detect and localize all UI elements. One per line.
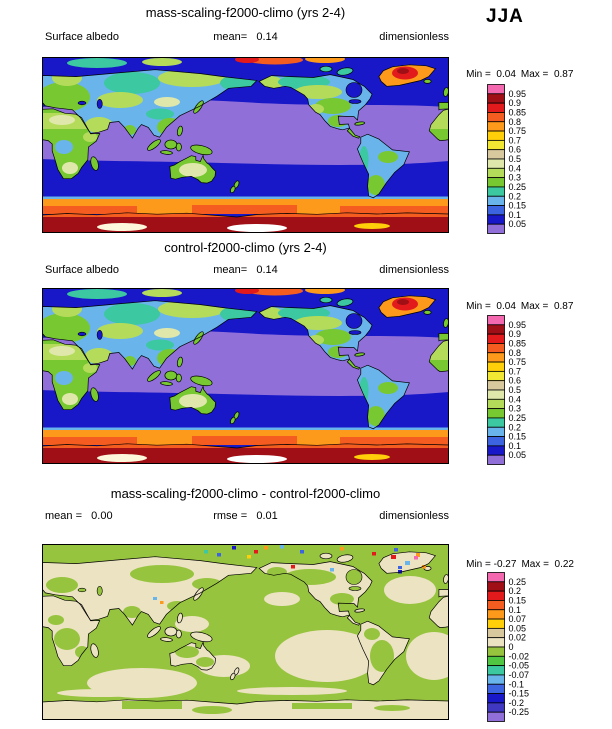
panel1-colorbar: 0.95 0.9 0.85 0.8 0.75 0.7 0.6 0.5 0.4 0.3 0.25 0.2…: [487, 84, 545, 244]
svg-text:0: 0: [509, 642, 514, 652]
svg-text:-0.25: -0.25: [509, 707, 530, 717]
panel1-map: [42, 57, 449, 233]
svg-text:0.15: 0.15: [509, 432, 527, 442]
svg-text:0.3: 0.3: [509, 404, 522, 414]
panel3-colorbar: 0.25 0.2 0.15 0.1 0.07 0.05 0.02 0 -0.02 -0.05 -0.…: [487, 572, 545, 729]
panel3-title: mass-scaling-f2000-climo - control-f2000…: [110, 486, 381, 501]
svg-text:0.5: 0.5: [509, 385, 522, 395]
panel1-stats-row: Surface albedo mean= 0.14 dimensionless: [42, 31, 449, 45]
svg-text:0.85: 0.85: [509, 338, 527, 348]
svg-text:-0.2: -0.2: [509, 698, 525, 708]
svg-text:0.2: 0.2: [509, 586, 522, 596]
svg-text:-0.07: -0.07: [509, 670, 530, 680]
panel2-stats-row: Surface albedo mean= 0.14 dimensionless: [42, 264, 449, 278]
svg-text:0.75: 0.75: [509, 357, 527, 367]
svg-text:0.3: 0.3: [509, 173, 522, 183]
panel3-rmse-label: rmse = 0.01: [213, 510, 278, 522]
panel1-mean-label: mean= 0.14: [213, 31, 278, 43]
panel2-colorbar: 0.95 0.9 0.85 0.8 0.75 0.7 0.6 0.5 0.4 0.3 0.25 0.2…: [487, 315, 545, 475]
panel1-title: mass-scaling-f2000-climo (yrs 2-4): [145, 5, 346, 20]
panel3-map: [42, 544, 449, 720]
panel1-max-label: Max = 0.87: [520, 69, 574, 80]
svg-text:0.8: 0.8: [509, 348, 522, 358]
svg-text:0.5: 0.5: [509, 154, 522, 164]
panel3-units-label: dimensionless: [379, 510, 449, 522]
svg-text:0.95: 0.95: [509, 320, 527, 330]
svg-text:0.4: 0.4: [509, 394, 522, 404]
svg-text:0.2: 0.2: [509, 191, 522, 201]
svg-text:0.6: 0.6: [509, 376, 522, 386]
panel3-mean-label: mean = 0.00: [45, 510, 113, 522]
panel2-max-label: Max = 0.87: [520, 301, 574, 312]
panel2-mean-label: mean= 0.14: [213, 264, 278, 276]
svg-text:0.25: 0.25: [509, 577, 527, 587]
svg-text:0.95: 0.95: [509, 89, 527, 99]
svg-text:0.8: 0.8: [509, 117, 522, 127]
svg-text:-0.05: -0.05: [509, 661, 530, 671]
svg-text:0.4: 0.4: [509, 163, 522, 173]
svg-text:0.75: 0.75: [509, 126, 527, 136]
season-label: JJA: [486, 6, 524, 27]
svg-text:-0.15: -0.15: [509, 689, 530, 699]
svg-text:0.1: 0.1: [509, 210, 522, 220]
panel2-minmax: Min = 0.04 Max = 0.87: [455, 290, 573, 323]
svg-text:0.02: 0.02: [509, 633, 527, 643]
svg-text:-0.02: -0.02: [509, 651, 530, 661]
panel1-min-label: Min = 0.04: [466, 69, 516, 80]
panel2-map: [42, 288, 449, 464]
panel3-min-label: Min = -0.27: [466, 559, 517, 570]
panel3-max-label: Max = 0.22: [521, 559, 574, 570]
svg-text:0.05: 0.05: [509, 219, 527, 229]
svg-text:0.25: 0.25: [509, 182, 527, 192]
svg-text:0.2: 0.2: [509, 422, 522, 432]
panel2-variable-label: Surface albedo: [45, 264, 119, 276]
panel2-title: control-f2000-climo (yrs 2-4): [164, 240, 327, 255]
panel1-minmax: Min = 0.04 Max = 0.87: [455, 58, 573, 91]
svg-text:0.25: 0.25: [509, 413, 527, 423]
svg-text:0.15: 0.15: [509, 595, 527, 605]
svg-text:0.1: 0.1: [509, 605, 522, 615]
panel3-stats-row: mean = 0.00 rmse = 0.01 dimensionless: [42, 510, 449, 524]
svg-text:-0.1: -0.1: [509, 679, 525, 689]
svg-text:0.05: 0.05: [509, 450, 527, 460]
svg-text:0.7: 0.7: [509, 366, 522, 376]
svg-text:0.05: 0.05: [509, 623, 527, 633]
svg-text:0.9: 0.9: [509, 98, 522, 108]
panel2-min-label: Min = 0.04: [466, 301, 516, 312]
panel1-units-label: dimensionless: [379, 31, 449, 43]
svg-text:0.9: 0.9: [509, 329, 522, 339]
panel2-units-label: dimensionless: [379, 264, 449, 276]
svg-text:0.7: 0.7: [509, 135, 522, 145]
svg-text:0.85: 0.85: [509, 107, 527, 117]
svg-text:0.07: 0.07: [509, 614, 527, 624]
svg-text:0.1: 0.1: [509, 441, 522, 451]
panel1-variable-label: Surface albedo: [45, 31, 119, 43]
svg-text:0.6: 0.6: [509, 145, 522, 155]
svg-text:0.15: 0.15: [509, 201, 527, 211]
panel3-minmax: Min = -0.27 Max = 0.22: [455, 548, 574, 581]
